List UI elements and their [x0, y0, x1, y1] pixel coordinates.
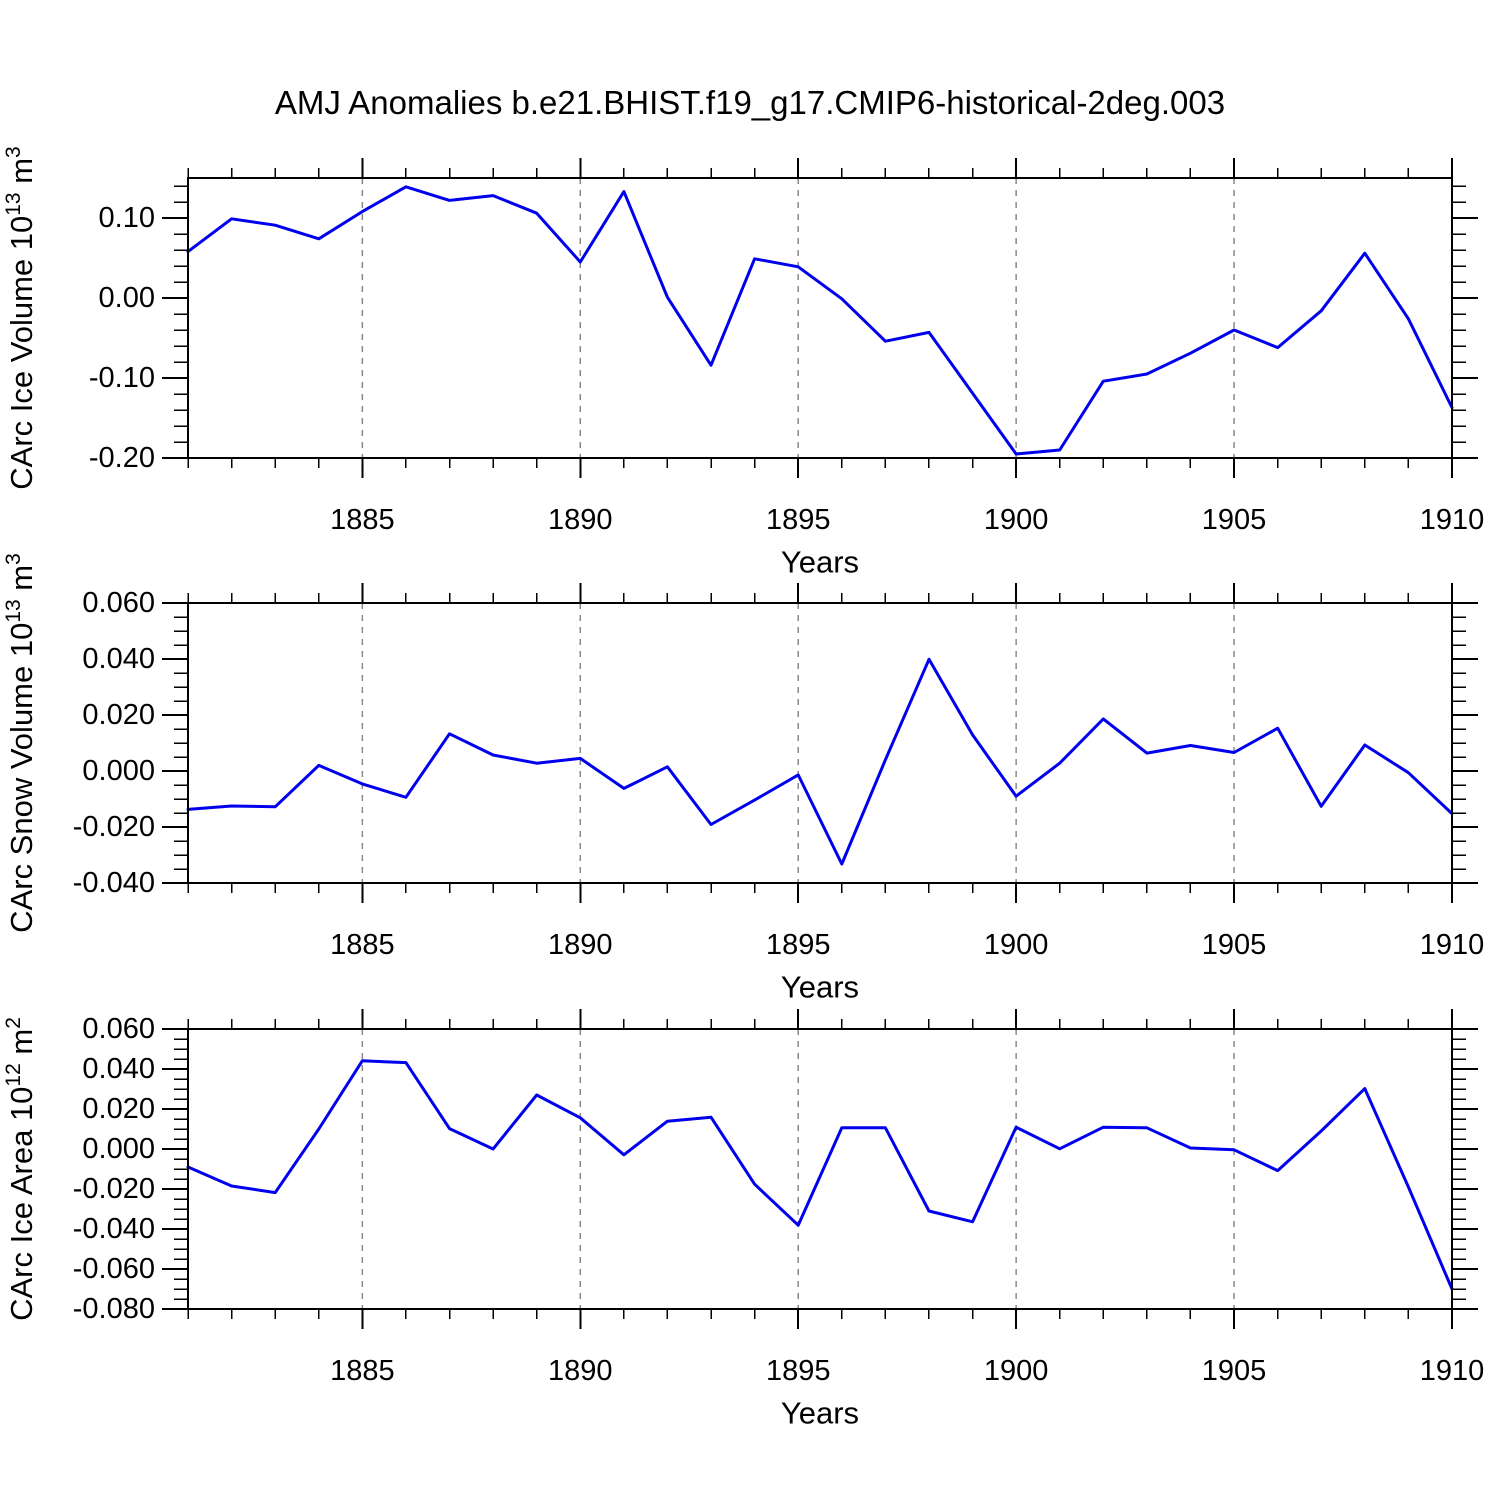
x-tick-label: 1895 [766, 504, 831, 536]
x-tick-label: 1905 [1202, 929, 1267, 961]
x-tick-label: 1910 [1420, 929, 1485, 961]
y-axis-title: CArc Snow Volume 1013 m3 [2, 553, 39, 933]
x-tick-label: 1890 [548, 504, 613, 536]
chart-ice-volume: 1885 1890 1895 1900 1905 1910 -0.20 -0.10 0.00 0.… [2, 146, 1484, 579]
x-tick-label: 1890 [548, 929, 613, 961]
y-tick-label: 0.000 [82, 1133, 155, 1165]
data-line [186, 1059, 1454, 1291]
x-tick-label: 1895 [766, 1355, 831, 1387]
x-tick-label: 1900 [984, 929, 1049, 961]
y-tick-label: 0.040 [82, 643, 155, 675]
y-tick-label: 0.020 [82, 1093, 155, 1125]
chart-snow-volume: 1885 1890 1895 1900 1905 1910 -0.040 -0.020 0.00… [2, 553, 1484, 1004]
x-tick-label: 1905 [1202, 504, 1267, 536]
y-tick-label: -0.060 [73, 1253, 155, 1285]
y-axis-title: CArc Ice Volume 1013 m3 [2, 146, 39, 489]
axis-frame [187, 602, 1453, 884]
axis-frame [187, 1028, 1453, 1310]
y-tick-label: 0.040 [82, 1053, 155, 1085]
x-axis-title: Years [781, 970, 859, 1005]
y-axis-title: CArc Ice Area 1012 m2 [2, 1017, 39, 1321]
chart-ice-area: 1885 1890 1895 1900 1905 1910 -0.080 -0.060 -0.0… [2, 1009, 1484, 1431]
y-tick-label: -0.020 [73, 811, 155, 843]
y-tick-label: 0.00 [99, 282, 155, 314]
x-tick-label: 1890 [548, 1355, 613, 1387]
x-tick-label: 1900 [984, 504, 1049, 536]
x-tick-label: 1885 [330, 1355, 395, 1387]
x-axis-title: Years [781, 1396, 859, 1431]
y-tick-label: 0.060 [82, 1013, 155, 1045]
x-tick-label: 1895 [766, 929, 831, 961]
y-tick-label: -0.040 [73, 867, 155, 899]
x-tick-label: 1900 [984, 1355, 1049, 1387]
x-tick-label: 1910 [1420, 504, 1485, 536]
y-tick-label: 0.060 [82, 587, 155, 619]
y-tick-label: -0.020 [73, 1173, 155, 1205]
data-line [186, 657, 1454, 866]
data-line [186, 185, 1454, 456]
y-tick-label: 0.000 [82, 755, 155, 787]
x-tick-label: 1910 [1420, 1355, 1485, 1387]
y-tick-label: -0.080 [73, 1293, 155, 1325]
y-tick-label: -0.10 [89, 362, 155, 394]
y-tick-label: -0.20 [89, 442, 155, 474]
axis-frame [187, 177, 1453, 459]
y-tick-label: 0.020 [82, 699, 155, 731]
y-tick-label: 0.10 [99, 202, 155, 234]
y-tick-label: -0.040 [73, 1213, 155, 1245]
x-tick-label: 1905 [1202, 1355, 1267, 1387]
x-tick-label: 1885 [330, 929, 395, 961]
page-title: AMJ Anomalies b.e21.BHIST.f19_g17.CMIP6-… [274, 84, 1226, 121]
x-tick-label: 1885 [330, 504, 395, 536]
x-axis-title: Years [781, 545, 859, 580]
